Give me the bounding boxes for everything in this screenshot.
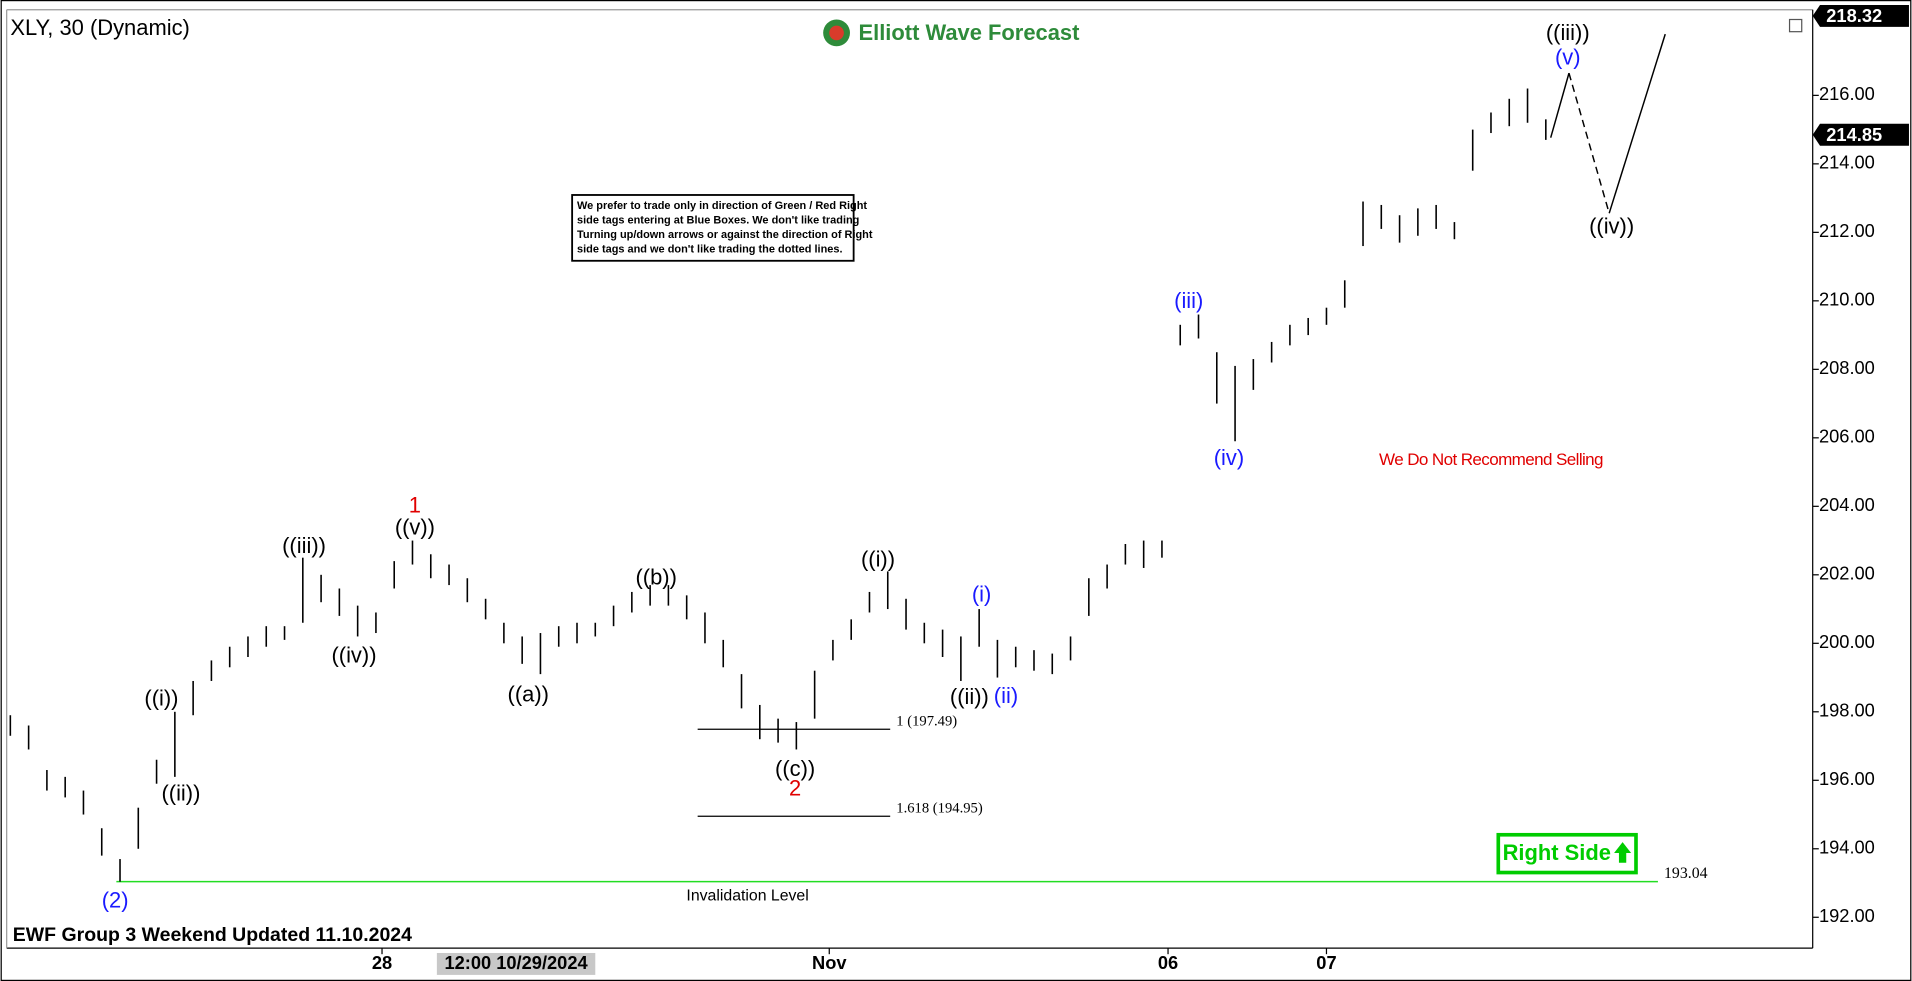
x-tick-label: 07 bbox=[1316, 952, 1336, 973]
wave-label: (iii) bbox=[1174, 288, 1203, 313]
cursor-date: 12:00 10/29/2024 bbox=[444, 952, 588, 973]
wave-label: (i) bbox=[972, 582, 991, 607]
wave-label: ((a)) bbox=[508, 682, 549, 707]
x-tick-label: Nov bbox=[812, 952, 847, 973]
wave-label: ((iv)) bbox=[331, 643, 376, 668]
wave-label: ((i)) bbox=[144, 685, 178, 710]
y-tick-label: 194.00 bbox=[1819, 837, 1875, 858]
projection-solid bbox=[1608, 33, 1666, 214]
wave-label: ((b)) bbox=[636, 565, 677, 590]
cursor-date-box bbox=[436, 952, 596, 975]
badge-box bbox=[1496, 832, 1638, 875]
wave-label: ((ii)) bbox=[161, 780, 200, 805]
note-line: side tags entering at Blue Boxes. We don… bbox=[577, 214, 859, 226]
last-price-tag-box bbox=[1812, 123, 1909, 146]
wave-label: (ii) bbox=[994, 683, 1018, 708]
brand: Elliott Wave Forecast bbox=[823, 19, 1081, 47]
wave-label: (2) bbox=[102, 888, 129, 913]
wave-label: ((i)) bbox=[861, 546, 895, 571]
y-tick-label: 208.00 bbox=[1819, 357, 1875, 378]
brand-logo-inner bbox=[829, 25, 844, 41]
y-tick-label: 214.00 bbox=[1819, 152, 1875, 173]
y-tick-label: 202.00 bbox=[1819, 563, 1875, 584]
wave-label: ((v)) bbox=[395, 515, 435, 540]
y-tick-label: 198.00 bbox=[1819, 700, 1875, 721]
y-tick-label: 210.00 bbox=[1819, 289, 1875, 310]
y-tick-label: 212.00 bbox=[1819, 220, 1875, 241]
y-tick-label: 200.00 bbox=[1819, 631, 1875, 652]
warning: We Do Not Recommend Selling bbox=[1379, 450, 1603, 469]
wave-label: (iv) bbox=[1214, 445, 1244, 470]
wave-label: ((iv)) bbox=[1589, 214, 1634, 239]
projection-solid bbox=[1549, 72, 1570, 138]
wave-label: ((ii)) bbox=[950, 684, 989, 709]
footer: EWF Group 3 Weekend Updated 11.10.2024 bbox=[13, 924, 412, 946]
note-line: side tags and we don't like trading the … bbox=[577, 244, 843, 256]
last-price-tag: 214.85 bbox=[1826, 124, 1882, 145]
top-price-tag-box bbox=[1812, 4, 1909, 27]
note-line: We prefer to trade only in direction of … bbox=[577, 200, 867, 212]
wave-label: ((iii)) bbox=[282, 533, 326, 558]
fib-label: 1.618 (194.95) bbox=[896, 800, 983, 816]
brand-name: Elliott Wave Forecast bbox=[859, 20, 1081, 45]
chart-title: XLY, 30 (Dynamic) bbox=[10, 15, 190, 40]
badge-text: Right Side bbox=[1503, 840, 1611, 865]
y-tick-label: 206.00 bbox=[1819, 426, 1875, 447]
x-tick-label: 06 bbox=[1158, 952, 1178, 973]
y-tick-label: 204.00 bbox=[1819, 494, 1875, 515]
wave-label: 1 bbox=[409, 493, 421, 518]
fib-label: 1 (197.49) bbox=[896, 713, 957, 729]
wave-label: ((c)) bbox=[775, 756, 815, 781]
invalidation-label: Invalidation Level bbox=[686, 887, 808, 904]
y-tick-label: 216.00 bbox=[1819, 83, 1875, 104]
note-box bbox=[571, 194, 855, 262]
badge-arrow bbox=[1614, 842, 1632, 863]
wave-label: 2 bbox=[789, 775, 801, 800]
note-line: Turning up/down arrows or against the di… bbox=[577, 229, 873, 241]
y-tick-label: 192.00 bbox=[1819, 905, 1875, 926]
restore-icon[interactable] bbox=[1788, 18, 1803, 33]
wave-label: (v) bbox=[1555, 44, 1581, 69]
invalidation-value: 193.04 bbox=[1664, 865, 1708, 882]
y-tick-label: 196.00 bbox=[1819, 768, 1875, 789]
wave-label: ((iii)) bbox=[1546, 20, 1590, 45]
x-tick-label: 28 bbox=[372, 952, 392, 973]
top-price-tag: 218.32 bbox=[1826, 5, 1882, 26]
